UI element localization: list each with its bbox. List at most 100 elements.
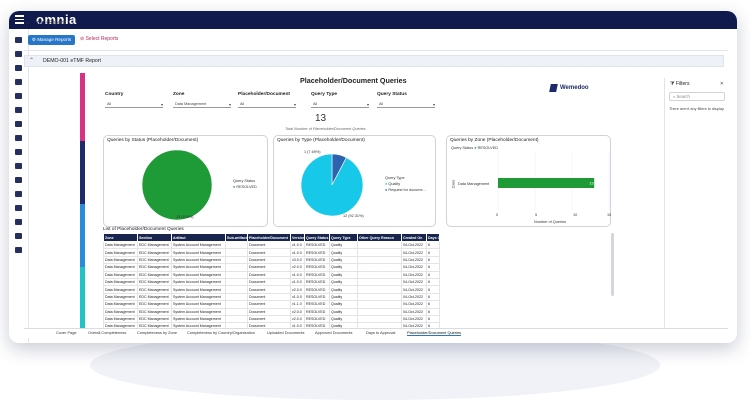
chevron-up-icon[interactable]: ⌃ <box>29 58 35 64</box>
table-row[interactable]: Data Management EDC Management System Acco… <box>103 277 440 287</box>
select-reports-label: Select Reports <box>85 36 119 42</box>
table-row[interactable]: Data Management EDC Management System Acco… <box>103 307 440 316</box>
sidebar-images-icon[interactable] <box>15 65 22 71</box>
table-header-cell[interactable]: Created On <box>401 233 427 242</box>
sidebar-home-icon[interactable] <box>15 37 22 43</box>
slice-label-status: 13 (100%) <box>176 215 194 219</box>
sidebar-list-icon[interactable] <box>15 135 22 141</box>
tab-approved-documents[interactable]: Approved Documents <box>315 330 353 335</box>
table-cell: 6 <box>426 292 440 302</box>
sidebar-archive-icon[interactable] <box>15 177 22 183</box>
table-cell: Quality <box>329 307 358 316</box>
filters-search-input[interactable]: ⌕ Search <box>669 92 725 101</box>
table-cell <box>225 270 248 279</box>
table-cell: Document <box>247 263 291 272</box>
table-cell: RESOLVED <box>304 277 330 287</box>
query-type-select-value: All <box>313 102 318 106</box>
sidebar-chart-icon[interactable] <box>15 149 22 155</box>
sidebar-box-icon[interactable] <box>15 233 22 239</box>
kpi-total-queries: 13 <box>315 113 327 124</box>
table-header-cell[interactable]: Version <box>290 233 305 242</box>
table-header-cell[interactable]: Artifact <box>171 233 226 242</box>
sidebar-hierarchy-icon[interactable] <box>15 79 22 85</box>
query-type-select[interactable]: All ▾ <box>311 101 369 108</box>
filter-label-query-status: Query Status <box>377 92 407 97</box>
tab-cover-page[interactable]: Cover Page <box>56 330 77 335</box>
sidebar-documents-icon[interactable] <box>15 51 22 57</box>
table-header-cell[interactable]: Other Query Reason <box>357 233 402 242</box>
table-cell: System Account Management <box>171 292 226 302</box>
sidebar-share-icon[interactable] <box>15 205 22 211</box>
sidebar-alert-icon[interactable] <box>15 93 22 99</box>
table-row[interactable]: Data Management EDC Management System Acco… <box>103 270 440 279</box>
table-header-cell[interactable]: Days Open <box>426 233 440 242</box>
table-header-cell[interactable]: Sub-artifact <box>225 233 248 242</box>
home-icon[interactable]: ⌂ <box>26 20 31 26</box>
country-select[interactable]: All ▾ <box>105 101 163 108</box>
zone-bar-chart: 13 <box>497 151 610 210</box>
x-tick-5: 5 <box>535 213 538 217</box>
breadcrumb-home[interactable]: Home <box>30 20 45 26</box>
manage-reports-button[interactable]: ⚙ Manage Reports <box>28 35 75 45</box>
sidebar-history-icon[interactable] <box>15 191 22 197</box>
tab-uploaded-documents[interactable]: Uploaded Documents <box>267 330 305 335</box>
bar-data-management[interactable] <box>498 178 595 188</box>
query-status-select[interactable]: All ▾ <box>377 101 435 108</box>
table-cell: System Account Management <box>171 255 226 265</box>
table-header-cell[interactable]: Placeholder/Document <box>247 233 291 242</box>
filters-panel: ⧩ Filters ✕ ⌕ Search There aren't any fi… <box>664 78 728 328</box>
tab-placeholder-document-queries[interactable]: Placeholder/Document Queries <box>407 330 462 336</box>
select-reports-button[interactable]: ⊘ Select Reports <box>80 36 118 42</box>
table-row[interactable]: Data Management EDC Management System Acco… <box>103 240 440 250</box>
tab-completeness-by-zone[interactable]: Completeness by Zone <box>137 330 178 335</box>
tab-days-to-approval[interactable]: Days to Approval <box>366 330 396 335</box>
table-cell: 04-Oct-2022 <box>401 240 427 250</box>
table-header-cell[interactable]: Zone <box>103 233 138 242</box>
table-cell: Quality <box>329 277 358 287</box>
tab-completeness-by-country-organization[interactable]: Completeness by Country/Organization <box>187 330 255 335</box>
table-scrollbar[interactable] <box>611 233 614 296</box>
close-icon[interactable]: ✕ <box>719 81 724 87</box>
legend-item-quality: ● Quality <box>385 182 400 186</box>
table-cell: Quality <box>329 314 358 324</box>
table-header-cell[interactable]: Query Type <box>329 233 358 242</box>
table-row[interactable]: Data Management EDC Management System Acco… <box>103 300 440 309</box>
sidebar-user-icon[interactable] <box>15 219 22 225</box>
table-row[interactable]: Data Management EDC Management System Acco… <box>103 255 440 265</box>
table-cell: Document <box>247 300 291 309</box>
sidebar-handshake-icon[interactable] <box>15 247 22 253</box>
tab-overall-completeness[interactable]: Overall Completeness <box>88 330 127 335</box>
table-header-cell[interactable]: Query Status <box>304 233 330 242</box>
table-row[interactable]: Data Management EDC Management System Acco… <box>103 285 440 294</box>
accent-stripe-teal <box>80 267 85 328</box>
sidebar-calendar-icon[interactable] <box>15 121 22 127</box>
legend-item-resolved: ● RESOLVED <box>233 185 257 189</box>
sidebar-trend-icon[interactable] <box>15 163 22 169</box>
table-cell: EDC Management <box>137 314 172 324</box>
filter-label-placeholder: Placeholder/Document <box>238 92 290 97</box>
search-icon: ⌕ <box>673 94 677 99</box>
table-row[interactable]: Data Management EDC Management System Acco… <box>103 263 440 272</box>
table-cell: Quality <box>329 263 358 272</box>
table-row[interactable]: Data Management EDC Management System Acco… <box>103 292 440 302</box>
table-row[interactable]: Data Management EDC Management System Acco… <box>103 314 440 324</box>
placeholder-select[interactable]: All ▾ <box>238 101 296 108</box>
sidebar-grid-icon[interactable] <box>15 107 22 113</box>
table-cell: Quality <box>329 270 358 279</box>
pie-slice-quality[interactable] <box>300 153 364 217</box>
table-header-cell[interactable]: Section <box>137 233 172 242</box>
report-header-bar[interactable] <box>24 55 724 67</box>
pie-slice-resolved[interactable] <box>141 149 213 221</box>
table-cell: EDC Management <box>137 240 172 250</box>
table-cell: System Account Management <box>171 240 226 250</box>
table-cell <box>225 285 248 294</box>
hamburger-menu-icon[interactable] <box>15 15 24 24</box>
table-cell: 6 <box>426 263 440 272</box>
zone-select[interactable]: Data Management ▾ <box>173 101 231 108</box>
panel-queries-by-status: Queries by Status (Placeholder/Document)… <box>103 135 268 227</box>
table-cell: Document <box>247 270 291 279</box>
table-cell: Document <box>247 277 291 287</box>
query-status-select-value: All <box>379 102 384 106</box>
table-cell: 6 <box>426 277 440 287</box>
table-row[interactable]: Data Management EDC Management System Acco… <box>103 248 440 257</box>
